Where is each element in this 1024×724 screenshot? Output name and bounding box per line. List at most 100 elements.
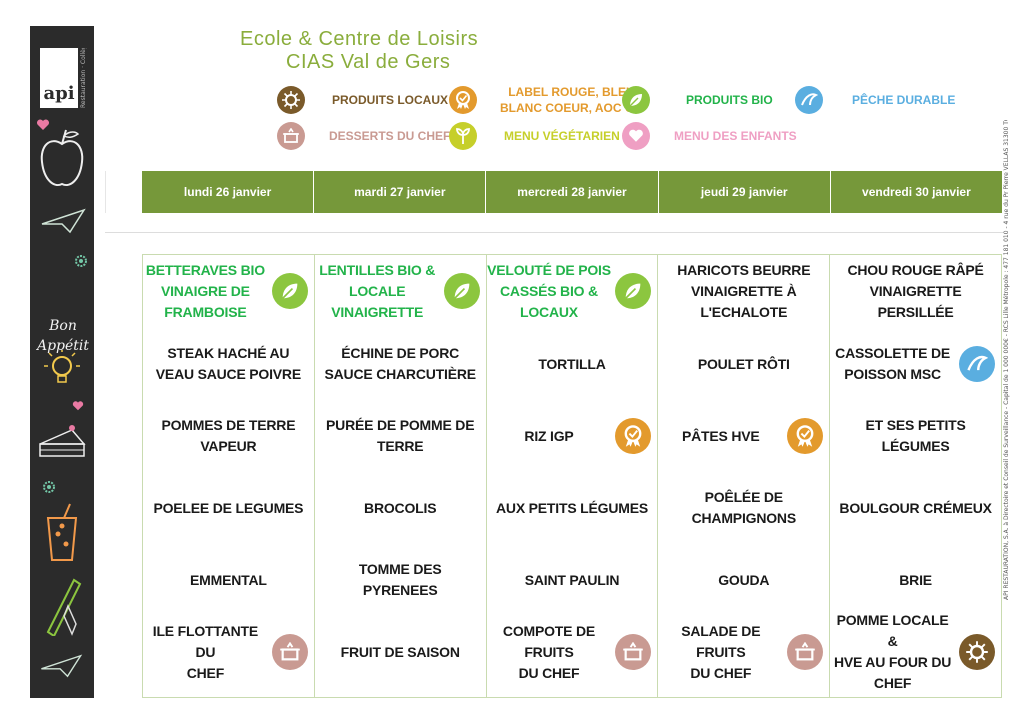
dish-name: COMPOTE DE FRUITS DU CHEF bbox=[487, 621, 612, 684]
menu-column: LENTILLES BIO & LOCALE VINAIGRETTE ÉCHINE … bbox=[315, 255, 487, 697]
dish-name: AUX PETITS LÉGUMES bbox=[496, 498, 648, 519]
day-header-tuesday: mardi 27 janvier bbox=[314, 171, 487, 213]
legend-menu-vegetarien: MENU VÉGÉTARIEN bbox=[504, 129, 620, 143]
lightbulb-icon bbox=[44, 350, 80, 383]
day-header-thursday: jeudi 29 janvier bbox=[658, 171, 831, 213]
decorative-strip: api Restauration · Collège Bon Appétit bbox=[30, 26, 94, 698]
produits-bio-icon bbox=[271, 273, 308, 309]
drink-icon bbox=[46, 503, 78, 561]
menu-cell: FRUIT DE SAISON bbox=[315, 616, 486, 688]
logo-subtitle: Restauration · Collège bbox=[80, 48, 87, 108]
dish-line: GOUDA bbox=[718, 571, 770, 588]
menu-cell: POMMES DE TERRE VAPEUR bbox=[143, 400, 314, 472]
dish-line: VEAU SAUCE POIVRE bbox=[155, 366, 301, 382]
desserts-chef-icon bbox=[277, 122, 305, 150]
menu-cell: EMMENTAL bbox=[143, 544, 314, 616]
dish-line: POISSON MSC bbox=[844, 366, 941, 382]
dish-name: BOULGOUR CRÉMEUX bbox=[839, 498, 992, 519]
dish-name: CHOU ROUGE RÂPÉ VINAIGRETTE PERSILLÉE bbox=[847, 260, 983, 323]
dish-line: PERSILLÉE bbox=[877, 303, 954, 320]
produits-locaux-icon bbox=[958, 634, 995, 670]
label-rouge-icon bbox=[787, 418, 824, 454]
dish-line: FRUIT DE SAISON bbox=[340, 643, 460, 660]
menu-cell: POELEE DE LEGUMES bbox=[143, 472, 314, 544]
menu-column: HARICOTS BEURRE VINAIGRETTE À L'ECHALOTE PO… bbox=[658, 255, 831, 697]
dish-line: SAUCE CHARCUTIÈRE bbox=[324, 366, 477, 382]
dish-line: POMME LOCALE & bbox=[836, 612, 949, 649]
produits-bio-icon bbox=[443, 273, 480, 309]
gear-icon bbox=[43, 481, 55, 493]
dish-line: TERRE bbox=[376, 438, 424, 454]
dish-line: RIZ IGP bbox=[524, 427, 574, 444]
dish-name: STEAK HACHÉ AU VEAU SAUCE POIVRE bbox=[156, 343, 301, 385]
bon-appetit-text: Bon Appétit bbox=[36, 318, 90, 354]
dish-name: PURÉE DE POMME DE TERRE bbox=[326, 415, 474, 457]
day-header-monday: lundi 26 janvier bbox=[142, 171, 315, 213]
heart-icon bbox=[36, 119, 50, 130]
dish-line: STEAK HACHÉ AU bbox=[167, 345, 290, 361]
legal-footer: API RESTAURATION, S.A. à Directoire et C… bbox=[1003, 120, 1010, 600]
dish-line: DU CHEF bbox=[690, 664, 752, 681]
dish-name: BROCOLIS bbox=[364, 498, 436, 519]
title-line-2: CIAS Val de Gers bbox=[286, 51, 451, 73]
menu-column: BETTERAVES BIO VINAIGRE DE FRAMBOISE STEAK … bbox=[143, 255, 315, 697]
dish-name: VELOUTÉ DE POIS CASSÉS BIO & LOCAUX bbox=[487, 260, 611, 323]
menu-cell: TORTILLA bbox=[487, 328, 658, 400]
menu-cell: PÂTES HVE bbox=[658, 400, 829, 472]
dish-line: HVE AU FOUR DU bbox=[833, 654, 952, 670]
dish-line: LENTILLES BIO & bbox=[319, 261, 436, 278]
menu-cell: CASSOLETTE DE POISSON MSC bbox=[830, 328, 1001, 400]
desserts-chef-icon bbox=[787, 634, 824, 670]
title-line-1: Ecole & Centre de Loisirs bbox=[240, 28, 479, 50]
dish-line: BETTERAVES BIO bbox=[145, 261, 265, 278]
dish-name: EMMENTAL bbox=[190, 570, 267, 591]
dish-name: ET SES PETITS LÉGUMES bbox=[866, 415, 966, 457]
dish-name: HARICOTS BEURRE VINAIGRETTE À L'ECHALOTE bbox=[677, 260, 810, 323]
dish-line: CHEF bbox=[873, 675, 912, 691]
dish-line: CHOU ROUGE RÂPÉ bbox=[847, 261, 984, 278]
days-header: lundi 26 janvier mardi 27 janvier mercre… bbox=[142, 171, 1003, 213]
gear-icon bbox=[75, 255, 87, 267]
dish-line: EMMENTAL bbox=[190, 571, 267, 588]
menu-cell: ILE FLOTTANTE DU CHEF bbox=[143, 616, 314, 688]
dish-line: LOCALE VINAIGRETTE bbox=[331, 282, 424, 320]
menu-vegetarien-icon bbox=[449, 122, 477, 150]
produits-bio-icon bbox=[615, 273, 652, 309]
menu-column: CHOU ROUGE RÂPÉ VINAIGRETTE PERSILLÉE CASSO… bbox=[830, 255, 1001, 697]
dish-line: TOMME DES bbox=[358, 561, 442, 577]
dish-line: PÂTES HVE bbox=[682, 427, 760, 444]
dish-name: FRUIT DE SAISON bbox=[341, 642, 460, 663]
dish-line: CASSÉS BIO & bbox=[500, 282, 598, 299]
dish-line: POULET RÔTI bbox=[697, 355, 790, 372]
menu-cell: ET SES PETITS LÉGUMES bbox=[830, 400, 1001, 472]
menu-grid: BETTERAVES BIO VINAIGRE DE FRAMBOISE STEAK … bbox=[142, 254, 1002, 698]
dish-line: ILE FLOTTANTE DU bbox=[152, 622, 259, 660]
api-logo: api bbox=[40, 48, 78, 108]
dish-line: VINAIGRE DE bbox=[160, 282, 250, 299]
apple-icon bbox=[40, 129, 84, 186]
dish-line: POÊLÉE DE bbox=[704, 489, 784, 505]
cake-icon bbox=[39, 425, 86, 457]
menu-cell: POÊLÉE DE CHAMPIGNONS bbox=[658, 472, 829, 544]
menu-cell: TOMME DES PYRENEES bbox=[315, 544, 486, 616]
dish-name: BRIE bbox=[899, 570, 932, 591]
dish-line: PYRENEES bbox=[362, 582, 438, 598]
day-header-wednesday: mercredi 28 janvier bbox=[486, 171, 659, 213]
dish-line: BRIE bbox=[899, 571, 932, 588]
pencil-icon bbox=[46, 578, 82, 636]
dish-line: ÉCHINE DE PORC bbox=[341, 345, 460, 361]
legend-label-rouge: LABEL ROUGE, BLEU BLANC COEUR, AOC OU bbox=[500, 85, 643, 115]
legend-produits-bio: PRODUITS BIO bbox=[686, 93, 773, 107]
divider bbox=[105, 171, 106, 213]
paper-plane-icon bbox=[41, 208, 86, 234]
dish-line: DU CHEF bbox=[518, 664, 580, 681]
dish-name: POULET RÔTI bbox=[698, 354, 790, 375]
paper-plane-icon bbox=[41, 654, 83, 678]
dish-name: TORTILLA bbox=[538, 354, 606, 375]
produits-bio-icon bbox=[622, 86, 650, 114]
dish-line: ET SES PETITS bbox=[865, 417, 966, 433]
dish-name: TOMME DES PYRENEES bbox=[359, 559, 442, 601]
dish-line: VINAIGRETTE À bbox=[691, 282, 797, 299]
menu-cell: VELOUTÉ DE POIS CASSÉS BIO & LOCAUX bbox=[487, 255, 658, 327]
menu-cell: HARICOTS BEURRE VINAIGRETTE À L'ECHALOTE bbox=[658, 255, 829, 327]
